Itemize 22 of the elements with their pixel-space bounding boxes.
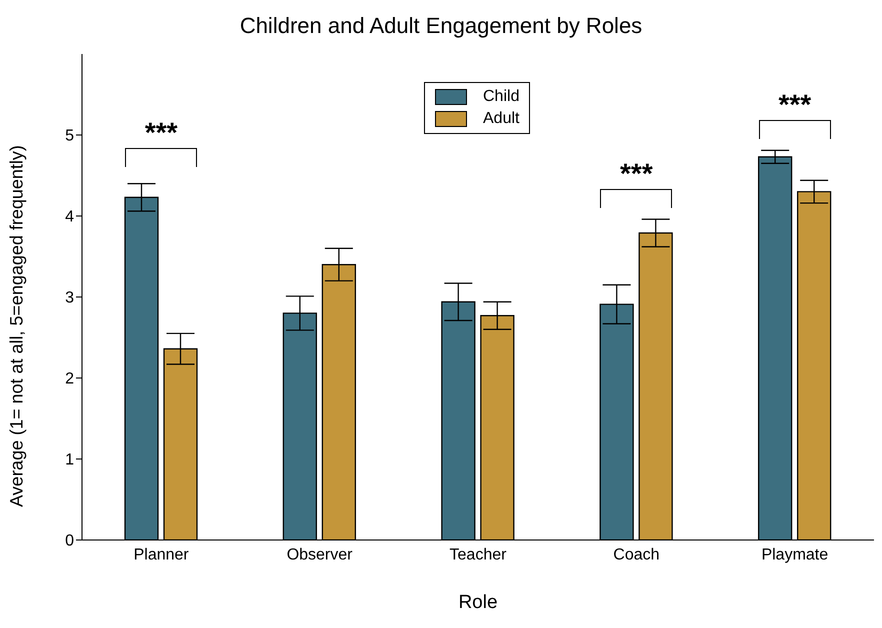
y-tick-label: 0: [65, 532, 74, 550]
y-axis-title: Average (1= not at all, 5=engaged frequently): [6, 145, 26, 507]
significance-bracket: ***: [600, 161, 672, 208]
x-tick-label: Planner: [134, 546, 190, 564]
annotation: ***: [777, 89, 812, 120]
chart-title: Children and Adult Engagement by Roles: [238, 12, 644, 40]
y-tick-label: 5: [65, 128, 74, 145]
annotation: ***: [619, 158, 654, 189]
y-tick-label: 4: [65, 208, 74, 226]
significance-bracket: ***: [758, 92, 831, 139]
annotation: ***: [144, 117, 179, 148]
significance-bracket: ***: [125, 120, 198, 167]
legend-label: Child: [483, 88, 520, 106]
y-tick-label: 3: [65, 290, 74, 307]
x-tick-label: Teacher: [450, 546, 508, 564]
x-tick-label: Playmate: [761, 546, 828, 564]
legend-label: Adult: [483, 110, 520, 128]
x-tick-label: Coach: [613, 546, 660, 564]
y-tick-label: 2: [65, 370, 74, 388]
x-tick-label: Observer: [286, 546, 354, 564]
y-tick-label: 1: [65, 452, 74, 469]
x-axis-title: Role: [458, 592, 498, 613]
